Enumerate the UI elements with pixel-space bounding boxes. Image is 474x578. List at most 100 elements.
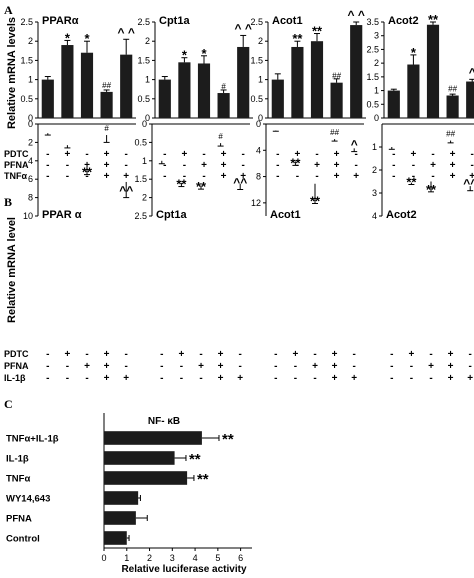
c3-condition-mark-2-3: + (450, 171, 456, 182)
c6-ytick-label-1: 4 (256, 145, 261, 155)
c7-condition-mark-2-2: - (429, 373, 432, 384)
c4-condition-mark-1-4: - (125, 361, 128, 372)
c1-condition-mark-1-3: + (221, 160, 227, 171)
c1-condition-mark-1-2: + (201, 160, 207, 171)
c6-condition-mark-2-3: + (332, 373, 338, 384)
c6-condition-mark-0-0: - (274, 349, 277, 360)
c8-annotation-0: ** (222, 431, 234, 448)
c7-condition-mark-1-0: - (390, 361, 393, 372)
c2-ytick-label-1: 0.5 (250, 94, 263, 104)
c3-condition-mark-0-1: + (410, 149, 416, 160)
c3-condition-mark-0-3: + (450, 149, 456, 160)
c5-condition-mark-0-1: + (178, 349, 184, 360)
c7-condition-mark-0-2: - (429, 349, 432, 360)
c7-condition-mark-0-0: - (390, 349, 393, 360)
c6-condition-mark-0-4: - (353, 349, 356, 360)
c1-condition-mark-2-4: + (240, 171, 246, 182)
c4-title: PPAR α (42, 209, 82, 221)
c0-condition-mark-2-3: + (104, 171, 110, 182)
c2-bar-1 (291, 46, 304, 118)
c7-annotation-4: ^^ (463, 177, 474, 191)
y-axis-label-b: Relative mRNA level (6, 217, 18, 323)
c2-ytick-label-0: 0 (258, 113, 263, 123)
c7-ytick-label-0: 1 (372, 142, 377, 152)
c5-condition-mark-1-2: + (198, 361, 204, 372)
c1-condition-mark-2-2: - (202, 171, 205, 182)
c2-condition-mark-1-0: - (276, 160, 279, 171)
c3-ytick-label-0: 0 (374, 113, 379, 123)
c0-bar-2 (80, 52, 94, 118)
c8-category-label-3: WY14,643 (6, 494, 50, 505)
c3-annotation-4: ^ (469, 65, 474, 79)
c3-annotation-2: ** (428, 12, 439, 27)
c8-title: NF- κB (148, 416, 180, 427)
c7-condition-mark-2-1: - (410, 373, 413, 384)
c3-title: Acot2 (388, 15, 419, 27)
c2-bar-2 (310, 41, 324, 119)
c4-condition-mark-0-0: - (46, 349, 49, 360)
c2-bar-0 (271, 79, 284, 118)
c5-annotation-2: ** (196, 179, 207, 194)
c7-condition-mark-0-4: - (469, 349, 472, 360)
c4-condition-mark-1-0: - (46, 361, 49, 372)
c5-condition-mark-1-3: + (218, 361, 224, 372)
c1-condition-mark-2-3: + (221, 171, 227, 182)
c0-ytick-label-4: 2 (28, 36, 33, 46)
c1-condition-mark-0-3: + (221, 149, 227, 160)
c4-condition-mark-0-2: - (85, 349, 88, 360)
c0-annotation-4: ^ ^ (118, 25, 135, 39)
c0-annotation-2: * (84, 31, 90, 46)
c5-condition-mark-1-4: - (239, 361, 242, 372)
panel-label-a: A (4, 3, 13, 17)
c7-condition-mark-2-0: - (390, 373, 393, 384)
c3-ytick-label-7: 3.5 (366, 17, 379, 27)
c0-condition-mark-0-1: + (64, 149, 70, 160)
c7-annotation-2: ** (426, 182, 437, 197)
c7-condition-mark-0-3: + (448, 349, 454, 360)
c5-title: Cpt1a (156, 209, 187, 221)
c2-ytick-label-4: 2 (258, 36, 263, 46)
c1-title: Cpt1a (159, 15, 190, 27)
c5-condition-mark-0-4: - (239, 349, 242, 360)
condition-label-a-2: TNFα (4, 171, 27, 181)
panel-label-c: C (4, 397, 13, 411)
c0-condition-mark-1-3: + (104, 160, 110, 171)
c0-title: PPARα (42, 15, 79, 27)
c1-bar-4 (237, 46, 250, 118)
c2-title: Acot1 (272, 15, 303, 27)
c8-annotation-1: ** (189, 451, 201, 468)
c2-annotation-1: ** (292, 31, 303, 46)
c4-ytick-label-4: 8 (28, 193, 33, 203)
c0-ytick-label-0: 0 (28, 113, 33, 123)
c4-annotation-2: ** (82, 165, 93, 180)
c2-condition-mark-2-0: - (276, 171, 279, 182)
c7-condition-mark-2-3: + (448, 373, 454, 384)
c2-annotation-3: ## (332, 72, 341, 81)
c4-condition-mark-2-4: + (123, 373, 129, 384)
c1-ytick-label-1: 0.5 (137, 94, 150, 104)
c8-bar-1 (104, 451, 175, 465)
condition-label-b-0: PDTC (4, 349, 29, 359)
c8-bar-2 (104, 471, 188, 485)
c4-ytick-label-5: 10 (23, 211, 33, 221)
c0-ytick-label-2: 1 (28, 75, 33, 85)
c0-condition-mark-0-3: + (104, 149, 110, 160)
condition-label-a-0: PDTC (4, 149, 29, 159)
c3-condition-mark-2-0: - (392, 171, 395, 182)
c3-condition-mark-1-4: - (471, 160, 474, 171)
c6-annotation-2: ** (310, 194, 321, 209)
c0-condition-mark-0-2: - (85, 149, 88, 160)
c5-condition-mark-2-3: + (218, 373, 224, 384)
c8-xtick-label-5: 5 (215, 553, 220, 563)
c4-condition-mark-1-1: - (66, 361, 69, 372)
c1-ytick-label-0: 0 (145, 113, 150, 123)
c2-bar-4 (350, 25, 363, 119)
c0-condition-mark-2-4: + (123, 171, 129, 182)
c4-ytick-label-0: 0 (28, 119, 33, 129)
c4-condition-mark-2-0: - (46, 373, 49, 384)
c3-condition-mark-2-1: - (412, 171, 415, 182)
c7-ytick-label-3: 4 (372, 211, 377, 221)
c3-condition-mark-2-2: - (431, 171, 434, 182)
c0-condition-mark-1-4: - (125, 160, 128, 171)
condition-label-a-1: PFNA (4, 160, 29, 170)
